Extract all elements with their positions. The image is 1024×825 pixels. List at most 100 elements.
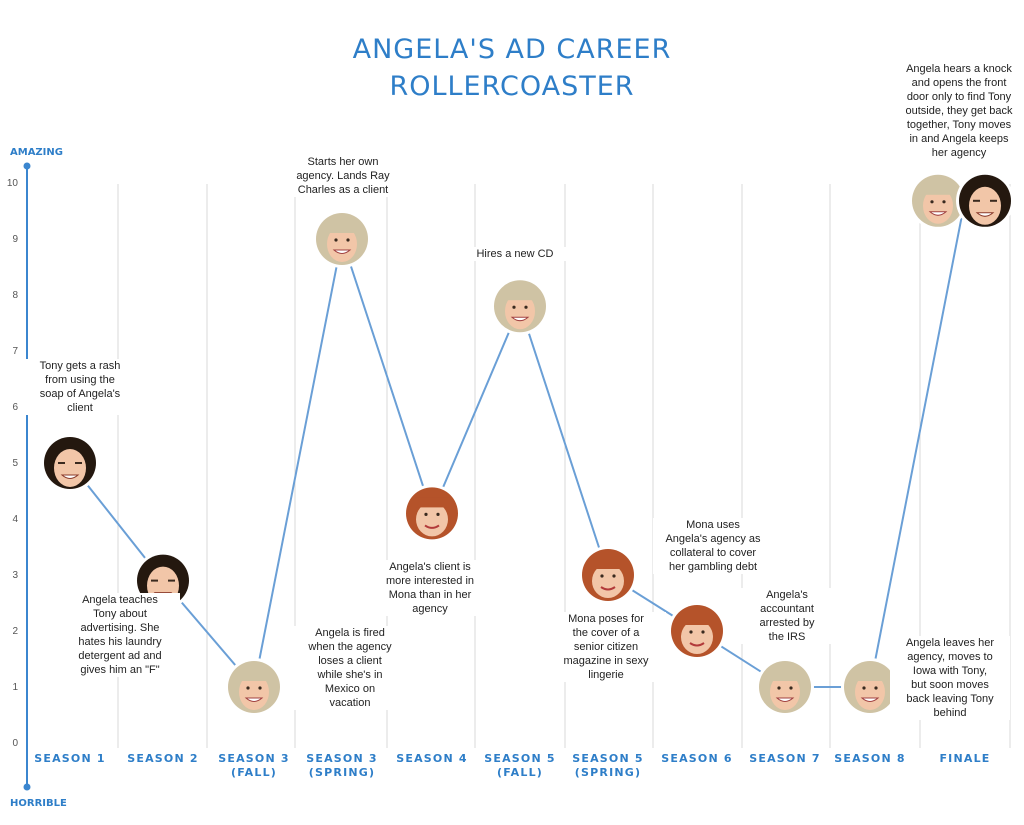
data-point-9 — [841, 658, 899, 716]
data-point-2 — [225, 658, 283, 716]
data-point-3 — [313, 210, 371, 268]
annotation-1-line-0: Angela teaches — [82, 594, 158, 606]
y-tick-label-10: 10 — [7, 178, 19, 189]
x-category-label-6: SEASON 5 (SPRING) — [572, 752, 644, 779]
data-point-6 — [579, 546, 637, 604]
y-tick-label-9: 9 — [12, 234, 18, 245]
annotation-3-line-4: Mexico on — [324, 683, 376, 695]
annotation-6-line-2: senior citizen — [573, 641, 639, 653]
annotation-6-line-1: the cover of a — [572, 627, 640, 639]
y-tick-label-4: 4 — [12, 514, 18, 525]
annotation-1-line-5: gives him an "F" — [80, 664, 160, 676]
annotation-1-line-3: hates his laundry — [78, 636, 162, 648]
x-category-label-4: SEASON 4 — [396, 752, 468, 765]
annotation-7-line-3: her gambling debt — [668, 561, 758, 573]
y-axis: AMAZING HORRIBLE — [10, 147, 67, 809]
x-category-label-7: SEASON 6 — [661, 752, 733, 765]
annotation-3-line-2: loses a client — [318, 655, 382, 667]
annotation-7-line-1: Angela's agency as — [665, 533, 761, 545]
annotation-7-line-2: collateral to cover — [669, 547, 757, 559]
chart-title-line-1: ANGELA'S AD CAREER — [352, 34, 672, 65]
annotation-9-line-4: back leaving Tony — [906, 693, 994, 705]
annotation-8: Angela's accountant arrested by the IRS — [727, 588, 847, 644]
annotation-9-line-2: Iowa with Tony, — [912, 665, 988, 677]
annotation-4-line-2: Mona than in her — [388, 589, 472, 601]
data-points — [41, 171, 1014, 716]
y-tick-label-5: 5 — [12, 458, 18, 469]
annotation-10-line-0: Angela hears a knock — [906, 63, 1012, 75]
x-category-labels: SEASON 1 SEASON 2 SEASON 3 (FALL) SEASON 3 (S… — [34, 752, 990, 779]
y-tick-label-3: 3 — [12, 570, 18, 581]
data-point-7 — [668, 602, 726, 660]
annotation-2: Starts her own agency. Lands Ray Charles a… — [283, 155, 403, 197]
x-category-label-10: FINALE — [939, 752, 990, 765]
annotation-4-line-1: more interested in — [385, 575, 475, 587]
annotation-5-line-0: Hires a new CD — [476, 248, 554, 260]
y-tick-label-2: 2 — [12, 626, 18, 637]
annotation-2-line-0: Starts her own — [307, 156, 379, 168]
annotation-8-line-1: accountant — [760, 603, 814, 615]
data-point-0 — [41, 434, 99, 492]
annotation-10-line-6: her agency — [931, 147, 987, 159]
annotation-2-line-2: Charles as a client — [297, 184, 389, 196]
annotation-7-line-0: Mona uses — [686, 519, 740, 531]
annotation-8-line-3: the IRS — [768, 631, 806, 643]
annotation-4: Angela's client is more interested in Mona… — [370, 560, 490, 616]
annotation-3-line-0: Angela is fired — [315, 627, 385, 639]
chart-title-line-2: ROLLERCOASTER — [389, 71, 635, 102]
annotation-10-line-3: outside, they get back — [905, 105, 1013, 117]
x-category-label-8: SEASON 7 — [749, 752, 821, 765]
y-tick-labels: 0 1 2 3 4 5 6 7 8 9 10 — [7, 178, 19, 749]
annotation-9-line-1: agency, moves to — [907, 651, 993, 663]
annotation-9-line-3: but soon moves — [911, 679, 989, 691]
data-point-4 — [403, 484, 461, 543]
y-tick-label-8: 8 — [12, 290, 18, 301]
annotation-3: Angela is fired when the agency loses a cl… — [290, 626, 410, 710]
y-tick-label-1: 1 — [12, 682, 18, 693]
annotation-2-line-1: agency. Lands Ray — [296, 170, 390, 182]
annotation-4-line-3: agency — [412, 603, 448, 615]
annotation-3-line-5: vacation — [329, 697, 371, 709]
annotation-9-line-0: Angela leaves her — [905, 637, 995, 649]
annotation-0-line-0: Tony gets a rash — [39, 360, 121, 372]
x-category-label-5: SEASON 5 (FALL) — [484, 752, 556, 779]
annotation-6: Mona poses for the cover of a senior citiz… — [546, 612, 666, 682]
annotation-1-line-2: advertising. She — [80, 622, 160, 634]
y-tick-label-7: 7 — [12, 346, 18, 357]
annotation-5: Hires a new CD — [455, 247, 575, 261]
annotation-10-line-2: door only to find Tony — [906, 91, 1012, 103]
annotation-0-line-1: from using the — [45, 374, 115, 386]
data-point-8 — [756, 658, 814, 716]
x-category-label-3: SEASON 3 (SPRING) — [306, 752, 378, 779]
annotation-6-line-3: magazine in sexy — [563, 655, 649, 667]
x-category-label-9: SEASON 8 — [834, 752, 906, 765]
annotation-1-line-1: Tony about — [93, 608, 147, 620]
annotation-10-line-1: and opens the front — [911, 77, 1007, 89]
y-axis-bottom-dot — [23, 783, 31, 791]
annotation-9-line-5: behind — [933, 707, 967, 719]
annotation-1: Angela teaches Tony about advertising. She… — [60, 593, 180, 677]
annotation-10-line-5: in and Angela keeps — [909, 133, 1009, 145]
data-point-5 — [491, 277, 549, 336]
annotation-6-line-0: Mona poses for — [568, 613, 644, 625]
annotation-10: Angela hears a knock and opens the front d… — [892, 62, 1024, 160]
data-point-10-tony — [956, 171, 1014, 230]
annotation-0-line-3: client — [67, 402, 93, 414]
annotation-0: Tony gets a rash from using the soap of An… — [20, 359, 140, 415]
annotation-10-line-4: together, Tony moves — [906, 119, 1012, 131]
annotation-4-line-0: Angela's client is — [389, 561, 471, 573]
y-axis-top-dot — [23, 162, 31, 170]
annotation-0-line-2: soap of Angela's — [39, 388, 121, 400]
annotation-3-line-1: when the agency — [308, 641, 392, 653]
annotation-7: Mona uses Angela's agency as collateral to… — [653, 518, 773, 574]
x-category-label-1: SEASON 2 — [127, 752, 199, 765]
y-top-label: AMAZING — [10, 147, 63, 158]
annotation-3-line-3: while she's in — [317, 669, 383, 681]
data-point-10-angela — [909, 171, 967, 230]
y-bottom-label: HORRIBLE — [10, 798, 67, 809]
x-category-label-0: SEASON 1 — [34, 752, 106, 765]
annotation-1-line-4: detergent ad and — [78, 650, 162, 662]
y-tick-label-6: 6 — [12, 402, 18, 413]
y-tick-label-0: 0 — [12, 738, 18, 749]
